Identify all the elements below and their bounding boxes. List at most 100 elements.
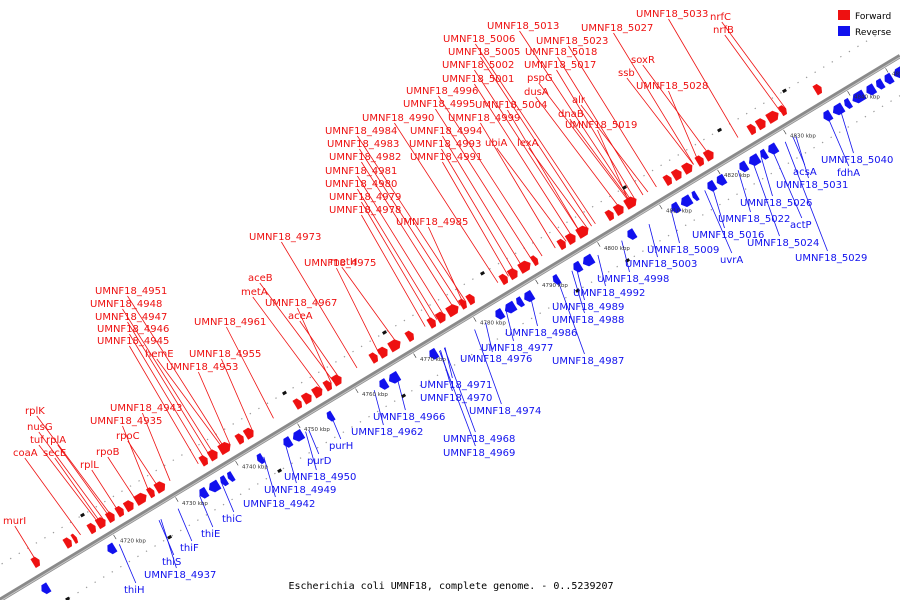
gene-label-umnf18-4974: UMNF18_4974 <box>469 406 541 417</box>
gene-label-dnab: dnaB <box>558 109 584 120</box>
backbone-highlight <box>1 56 900 600</box>
callout-line <box>394 122 499 283</box>
reverse-gene <box>627 228 638 240</box>
callout-line <box>621 240 630 273</box>
forward-gene <box>434 311 446 324</box>
gene-label-umnf18-5019: UMNF18_5019 <box>565 120 637 131</box>
callout-line <box>305 431 317 471</box>
callout-line <box>648 223 658 258</box>
reverse-gene <box>823 109 834 122</box>
gene-label-coaa: coaA <box>13 448 38 459</box>
callout-line <box>54 457 102 524</box>
gene-label-umnf18-4955: UMNF18_4955 <box>189 349 261 360</box>
forward-gene <box>777 105 787 117</box>
reverse-gene <box>326 410 336 422</box>
marker-2 <box>277 468 283 474</box>
callout-line <box>480 122 556 249</box>
tick-label: 4800 kbp <box>604 246 630 252</box>
reverse-gene <box>504 300 518 314</box>
gene-label-umnf18-4982: UMNF18_4982 <box>329 152 401 163</box>
tick-mark <box>355 388 359 394</box>
reverse-gene <box>429 347 440 360</box>
reverse-gene <box>41 582 52 595</box>
forward-gene <box>404 330 414 343</box>
gene-label-umnf18-4986: UMNF18_4986 <box>505 328 577 339</box>
callout-line <box>827 116 850 167</box>
gene-label-umnf18-4988: UMNF18_4988 <box>552 315 624 326</box>
callout-line <box>576 267 585 301</box>
callout-line <box>597 129 630 204</box>
callout-line <box>784 141 828 252</box>
callout-line <box>221 358 253 432</box>
label-callout-lines <box>14 18 854 584</box>
reverse-gene <box>208 479 222 493</box>
gene-label-umnf18-4935: UMNF18_4935 <box>90 416 162 427</box>
callout-line <box>127 295 225 449</box>
callout-line <box>396 376 406 411</box>
gene-label-umnf18-4981: UMNF18_4981 <box>325 166 397 177</box>
legend-label-reverse: Reverse <box>855 28 892 38</box>
gene-label-purd: purD <box>307 456 332 467</box>
gene-label-rpla: rplA <box>46 435 66 446</box>
callout-line <box>480 56 592 227</box>
callout-line <box>361 161 455 310</box>
callout-line <box>91 469 120 513</box>
marker-7 <box>622 185 627 190</box>
gene-label-nrfc: nrfC <box>710 12 731 23</box>
forward-gene <box>670 168 682 182</box>
callout-line <box>485 322 493 353</box>
forward-gene <box>114 505 124 518</box>
gene-label-umnf18-5017: UMNF18_5017 <box>524 60 596 71</box>
marker-4 <box>382 330 387 335</box>
marker-3 <box>282 390 287 396</box>
marker-5 <box>480 270 485 276</box>
forward-gene <box>564 232 576 246</box>
forward-gene <box>517 260 531 274</box>
reverse-gene <box>552 273 562 286</box>
callout-line <box>122 425 150 494</box>
gene-label-meta: metA <box>241 287 268 298</box>
gene-label-thie: thiE <box>201 529 220 540</box>
gene-label-this: thiS <box>162 557 181 568</box>
reverse-gene <box>379 378 390 390</box>
callout-line <box>668 18 739 138</box>
callout-line <box>127 321 211 457</box>
gene-label-umnf18-5024: UMNF18_5024 <box>747 238 819 249</box>
tick-label: 4760 kbp <box>362 392 388 398</box>
reverse-gene <box>292 428 306 442</box>
gene-label-umnf18-4975: UMNF18_4975 <box>304 258 376 269</box>
tick-label: 4850 kbp <box>892 72 900 78</box>
gene-label-pspg: pspG <box>527 73 553 84</box>
gene-label-thic: thiC <box>222 514 242 525</box>
tick-label: 4820 kbp <box>724 173 750 179</box>
reverse-gene <box>495 307 506 320</box>
callout-line <box>156 358 224 449</box>
reverse-gene <box>760 148 770 160</box>
gene-label-rplk: rplK <box>25 406 45 417</box>
callout-line <box>711 185 725 229</box>
callout-line <box>336 267 380 355</box>
callout-line <box>442 135 524 268</box>
forward-gene <box>234 433 244 445</box>
gene-label-umnf18-4979: UMNF18_4979 <box>329 192 401 203</box>
forward-gene <box>465 293 475 306</box>
reverse-gene <box>716 173 728 186</box>
gene-label-rpob: rpoB <box>96 447 120 458</box>
marker-9 <box>782 88 787 94</box>
reverse-gene <box>852 89 867 104</box>
gene-label-umnf18-4996: UMNF18_4996 <box>406 86 478 97</box>
forward-gene <box>94 517 106 530</box>
forward-gene <box>529 255 539 267</box>
callout-line <box>281 241 358 369</box>
callout-line <box>308 429 320 455</box>
gene-label-umnf18-5040: UMNF18_5040 <box>821 155 893 166</box>
gene-label-umnf18-4999: UMNF18_4999 <box>448 113 520 124</box>
forward-gene <box>387 339 401 353</box>
gene-label-umnf18-5016: UMNF18_5016 <box>692 230 764 241</box>
backbone-line <box>0 54 900 600</box>
callout-line <box>670 210 680 244</box>
callout-line <box>198 371 231 445</box>
forward-gene <box>145 487 155 499</box>
marker-8 <box>717 127 722 133</box>
